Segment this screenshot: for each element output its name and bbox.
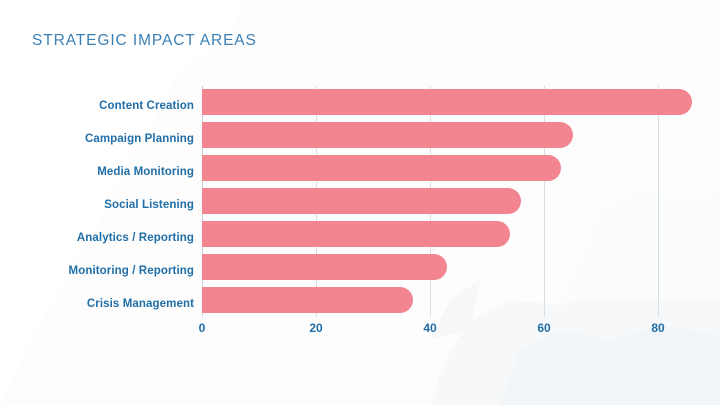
category-label: Media Monitoring: [97, 165, 194, 178]
bar-row: [202, 287, 720, 320]
gridline: [658, 86, 659, 317]
plot-area: [202, 86, 693, 317]
category-row: Monitoring / Reporting: [0, 254, 194, 287]
x-tick-label: 60: [537, 321, 551, 335]
bar-analytics-reporting[interactable]: [202, 221, 510, 247]
gridline: [544, 86, 545, 317]
bar-campaign-planning[interactable]: [202, 122, 573, 148]
category-label: Monitoring / Reporting: [68, 264, 194, 277]
bar-series: [202, 89, 720, 317]
bar-row: [202, 89, 720, 122]
bar-row: [202, 254, 720, 287]
bar-row: [202, 188, 720, 221]
category-axis-labels: Content Creation Campaign Planning Media…: [0, 89, 194, 320]
x-tick-label: 0: [198, 321, 206, 335]
category-row: Analytics / Reporting: [0, 221, 194, 254]
category-label: Analytics / Reporting: [76, 231, 194, 244]
category-label: Social Listening: [104, 198, 194, 211]
bar-row: [202, 221, 720, 254]
category-row: Social Listening: [0, 188, 194, 221]
category-label: Crisis Management: [86, 297, 194, 310]
category-label: Campaign Planning: [84, 132, 194, 145]
bar-social-listening[interactable]: [202, 188, 522, 214]
category-row: Crisis Management: [0, 287, 194, 320]
x-tick-label: 40: [423, 321, 437, 335]
bar-content-creation[interactable]: [202, 89, 693, 115]
category-row: Campaign Planning: [0, 122, 194, 155]
category-label: Content Creation: [99, 99, 194, 112]
bar-row: [202, 122, 720, 155]
bar-row: [202, 155, 720, 188]
category-row: Content Creation: [0, 89, 194, 122]
bar-crisis-management[interactable]: [202, 287, 413, 313]
x-tick-label: 80: [651, 321, 665, 335]
category-row: Media Monitoring: [0, 155, 194, 188]
bar-monitoring-reporting[interactable]: [202, 254, 448, 280]
page-title: STRATEGIC IMPACT AREAS: [32, 32, 257, 49]
bar-media-monitoring[interactable]: [202, 155, 562, 181]
x-tick-label: 20: [309, 321, 323, 335]
x-axis: 0 20 40 60 80: [198, 317, 665, 341]
